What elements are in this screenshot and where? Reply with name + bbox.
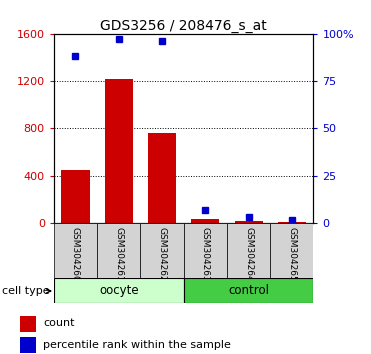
Bar	[234, 221, 263, 223]
Bar	[278, 222, 306, 223]
Text: GSM304260: GSM304260	[71, 227, 80, 282]
Title: GDS3256 / 208476_s_at: GDS3256 / 208476_s_at	[100, 19, 267, 33]
Text: count: count	[43, 318, 75, 329]
Text: cell type: cell type	[2, 286, 49, 296]
Text: percentile rank within the sample: percentile rank within the sample	[43, 339, 231, 350]
Text: GSM304261: GSM304261	[114, 227, 123, 282]
Bar	[184, 223, 227, 278]
Bar	[20, 337, 36, 353]
Text: GSM304264: GSM304264	[244, 227, 253, 282]
Bar	[20, 316, 36, 332]
Text: oocyte: oocyte	[99, 284, 138, 297]
Text: GSM304263: GSM304263	[201, 227, 210, 282]
Text: GSM304265: GSM304265	[288, 227, 296, 282]
Bar	[148, 133, 176, 223]
Bar	[184, 278, 313, 303]
Bar	[191, 219, 219, 223]
Text: GSM304262: GSM304262	[158, 227, 167, 282]
Bar	[227, 223, 270, 278]
Bar	[54, 223, 97, 278]
Bar	[270, 223, 313, 278]
Bar	[61, 170, 89, 223]
Bar	[54, 278, 184, 303]
Bar	[105, 79, 133, 223]
Bar	[97, 223, 140, 278]
Text: control: control	[228, 284, 269, 297]
Bar	[140, 223, 184, 278]
